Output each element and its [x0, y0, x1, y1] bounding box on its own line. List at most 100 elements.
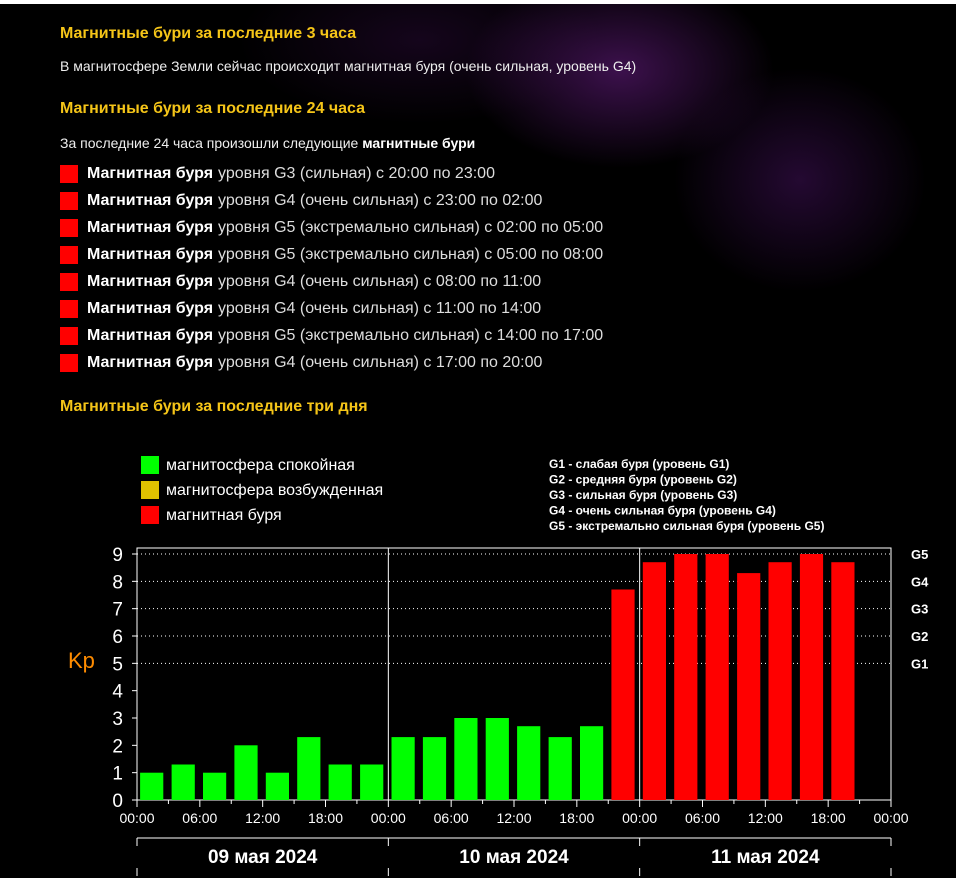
legend-label-excited: магнитосфера возбужденная	[166, 482, 383, 499]
storm-indicator-square	[60, 272, 78, 291]
day-label: 11 мая 2024	[711, 847, 820, 868]
kp-bar	[171, 764, 195, 800]
x-tick-label: 18:00	[811, 810, 846, 826]
kp-bar	[642, 562, 666, 800]
day-label: 09 мая 2024	[208, 847, 318, 868]
storm-list-item: Магнитная буря уровня G5 (экстремально си…	[60, 214, 603, 241]
storm-indicator-square	[60, 299, 78, 318]
storm-list-item: Магнитная буря уровня G5 (экстремально си…	[60, 322, 603, 349]
storm-indicator-square	[60, 191, 78, 210]
kp-bar	[768, 562, 792, 800]
storm-list-item: Магнитная буря уровня G4 (очень сильная) …	[60, 268, 603, 295]
storms-intro: За последние 24 часа произошли следующие…	[60, 135, 475, 151]
kp-bar	[328, 764, 352, 800]
legend-swatch-storm	[141, 506, 159, 524]
storm-indicator-square	[60, 245, 78, 264]
x-tick-label: 12:00	[245, 810, 280, 826]
storms-intro-bold: магнитные бури	[362, 135, 476, 151]
y-tick-label: 7	[112, 600, 123, 621]
storm-list-item: Магнитная буря уровня G4 (очень сильная) …	[60, 295, 603, 322]
g-level-label: G5	[911, 547, 928, 562]
storm-list-item: Магнитная буря уровня G5 (экстремально си…	[60, 241, 603, 268]
kp-bar	[580, 726, 604, 800]
storm-item-title: Магнитная буря	[87, 218, 214, 236]
y-axis-label: Kp	[68, 648, 95, 673]
kp-bar	[297, 737, 321, 800]
y-tick-label: 1	[112, 764, 123, 785]
kp-bar	[391, 737, 415, 800]
kp-bar	[611, 589, 635, 800]
x-tick-label: 12:00	[748, 810, 783, 826]
storms-intro-prefix: За последние 24 часа произошли следующие	[60, 135, 359, 151]
kp-bar	[705, 554, 729, 800]
storm-indicator-square	[60, 326, 78, 345]
y-tick-label: 8	[112, 572, 123, 593]
x-tick-label: 06:00	[182, 810, 217, 826]
kp-bar	[485, 718, 509, 800]
g-level-legend-line: G4 - очень сильная буря (уровень G4)	[549, 504, 776, 518]
storm-item-title: Магнитная буря	[87, 245, 214, 263]
legend-swatch-calm	[141, 456, 159, 474]
storm-item-title: Магнитная буря	[87, 164, 214, 182]
kp-bar	[517, 726, 541, 800]
kp-bar	[422, 737, 447, 800]
storm-indicator-square	[60, 218, 78, 237]
y-tick-label: 3	[112, 709, 123, 730]
kp-bar	[674, 554, 698, 800]
storm-indicator-square	[60, 353, 78, 372]
y-tick-label: 4	[112, 682, 123, 703]
g-level-label: G3	[911, 602, 928, 617]
y-tick-label: 9	[112, 545, 123, 566]
kp-bar	[548, 737, 572, 800]
top-strip	[0, 0, 956, 4]
kp-bar	[265, 772, 289, 800]
heading-last-3-hours: Магнитные бури за последние 3 часа	[60, 25, 357, 42]
x-tick-label: 06:00	[685, 810, 720, 826]
storm-item-text: уровня G4 (очень сильная) с 08:00 по 11:…	[218, 272, 542, 290]
storm-list-item: Магнитная буря уровня G3 (сильная) с 20:0…	[60, 160, 603, 187]
storm-list-item: Магнитная буря уровня G4 (очень сильная) …	[60, 187, 603, 214]
storm-list-item: Магнитная буря уровня G4 (очень сильная) …	[60, 349, 603, 376]
storm-item-text: уровня G4 (очень сильная) с 11:00 по 14:…	[218, 299, 542, 317]
current-status-text: В магнитосфере Земли сейчас происходит м…	[60, 58, 637, 74]
heading-last-three-days: Магнитные бури за последние три дня	[60, 398, 368, 415]
y-tick-label: 2	[112, 736, 123, 757]
heading-last-24-hours: Магнитные бури за последние 24 часа	[60, 100, 365, 117]
g-level-label: G1	[911, 656, 928, 671]
storm-item-title: Магнитная буря	[87, 353, 214, 371]
x-tick-label: 00:00	[371, 810, 406, 826]
kp-bar	[203, 772, 227, 800]
y-tick-label: 5	[112, 654, 123, 675]
day-label: 10 мая 2024	[459, 847, 569, 868]
y-tick-label: 0	[112, 791, 123, 812]
storm-item-text: уровня G5 (экстремально сильная) с 05:00…	[218, 245, 604, 263]
kp-bar	[234, 745, 258, 800]
kp-bar	[831, 562, 855, 800]
kp-bar	[140, 772, 164, 800]
legend-label-storm: магнитная буря	[166, 507, 282, 524]
g-level-legend-line: G5 - экстремально сильная буря (уровень …	[549, 519, 824, 533]
storm-item-text: уровня G5 (экстремально сильная) с 02:00…	[218, 218, 604, 236]
g-level-label: G4	[911, 574, 929, 589]
g-level-legend-line: G3 - сильная буря (уровень G3)	[549, 488, 737, 502]
storm-item-title: Магнитная буря	[87, 326, 214, 344]
legend-label-calm: магнитосфера спокойная	[166, 457, 355, 474]
storm-item-text: уровня G5 (экстремально сильная) с 14:00…	[218, 326, 604, 344]
storm-item-text: уровня G4 (очень сильная) с 23:00 по 02:…	[218, 191, 543, 209]
kp-bar	[360, 764, 384, 800]
storm-item-title: Магнитная буря	[87, 299, 214, 317]
y-tick-label: 6	[112, 627, 123, 648]
x-tick-label: 18:00	[559, 810, 594, 826]
kp-bar	[454, 718, 478, 800]
x-tick-label: 06:00	[434, 810, 469, 826]
storm-item-title: Магнитная буря	[87, 191, 214, 209]
storm-item-title: Магнитная буря	[87, 272, 214, 290]
kp-bar	[737, 573, 761, 800]
g-level-legend-line: G2 - средняя буря (уровень G2)	[549, 473, 737, 487]
x-tick-label: 18:00	[308, 810, 343, 826]
x-tick-label: 00:00	[873, 810, 908, 826]
g-level-legend-line: G1 - слабая буря (уровень G1)	[549, 457, 729, 471]
x-tick-label: 12:00	[496, 810, 531, 826]
storm-indicator-square	[60, 164, 78, 183]
storm-list: Магнитная буря уровня G3 (сильная) с 20:0…	[60, 160, 603, 376]
